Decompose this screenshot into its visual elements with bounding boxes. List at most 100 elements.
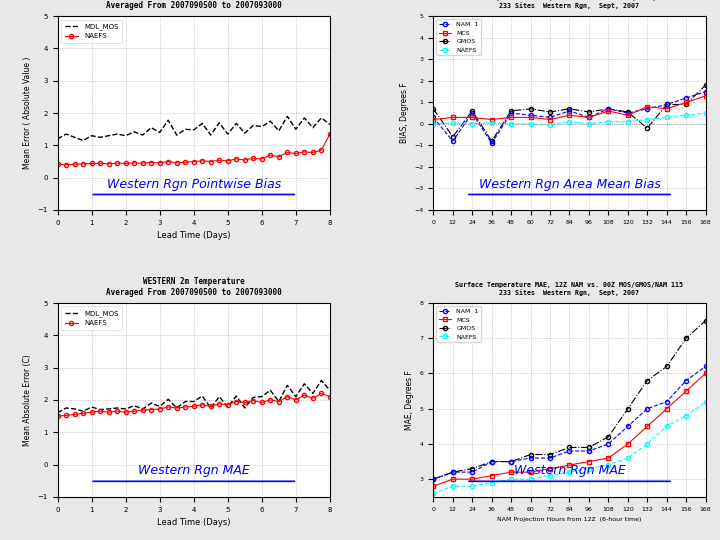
GMOS bbox=[643, 377, 652, 384]
MDL_MOS bbox=[258, 394, 266, 400]
NAM bbox=[449, 469, 457, 475]
NAEFS bbox=[130, 408, 138, 414]
MDL_MOS bbox=[104, 132, 113, 139]
NAEFS bbox=[232, 156, 240, 162]
NAEFS bbox=[468, 483, 477, 489]
MDL_MOS bbox=[274, 127, 283, 134]
NAEFS bbox=[181, 159, 189, 165]
MDL_MOS bbox=[249, 122, 258, 129]
Legend: NAM  1, MCS, GMOS, NAEFS: NAM 1, MCS, GMOS, NAEFS bbox=[436, 306, 481, 342]
GMOS bbox=[701, 318, 710, 324]
GMOS bbox=[429, 476, 438, 482]
MDL_MOS bbox=[122, 132, 130, 139]
MDL_MOS bbox=[164, 117, 173, 124]
NAEFS bbox=[156, 406, 164, 412]
GMOS bbox=[682, 101, 690, 107]
MDL_MOS bbox=[147, 124, 156, 131]
MDL_MOS bbox=[258, 124, 266, 130]
Title: WESTERN 2m Temperature
Averaged From 2007090500 to 2007093000: WESTERN 2m Temperature Averaged From 200… bbox=[106, 277, 282, 296]
Title: WESTERN 2m Temperature
Averaged From 2007090500 to 2007093000: WESTERN 2m Temperature Averaged From 200… bbox=[106, 0, 282, 10]
MDL_MOS bbox=[96, 134, 104, 140]
MDL_MOS bbox=[292, 126, 300, 132]
NAEFS bbox=[546, 472, 554, 479]
MDL_MOS bbox=[215, 394, 224, 400]
MCS bbox=[604, 455, 613, 461]
GMOS bbox=[643, 125, 652, 131]
NAEFS bbox=[624, 455, 632, 461]
NAEFS bbox=[172, 405, 181, 411]
GMOS bbox=[565, 444, 574, 451]
NAEFS bbox=[138, 160, 147, 166]
Y-axis label: MAE, Degrees F: MAE, Degrees F bbox=[405, 370, 414, 430]
GMOS bbox=[429, 105, 438, 112]
NAEFS bbox=[104, 160, 113, 167]
GMOS bbox=[468, 465, 477, 472]
NAEFS bbox=[71, 411, 79, 417]
MDL_MOS bbox=[300, 381, 309, 387]
MDL_MOS bbox=[283, 382, 292, 389]
NAEFS bbox=[526, 120, 535, 127]
NAM bbox=[468, 110, 477, 116]
MDL_MOS bbox=[71, 406, 79, 412]
NAEFS bbox=[565, 118, 574, 125]
MDL_MOS bbox=[223, 404, 232, 410]
MCS bbox=[487, 116, 496, 123]
NAEFS bbox=[223, 158, 232, 164]
NAM bbox=[682, 95, 690, 102]
NAEFS bbox=[266, 152, 274, 158]
NAEFS bbox=[526, 476, 535, 482]
NAM bbox=[429, 476, 438, 482]
MDL_MOS bbox=[96, 407, 104, 413]
Y-axis label: BIAS, Degrees F: BIAS, Degrees F bbox=[400, 83, 409, 144]
NAEFS bbox=[546, 122, 554, 128]
NAM bbox=[468, 469, 477, 475]
MCS bbox=[526, 469, 535, 475]
NAM bbox=[546, 455, 554, 461]
MCS bbox=[662, 105, 671, 112]
Title: Surface Temperature MAE, 12Z NAM vs. 00Z MOS/GMOS/NAM 115
233 Sites  Western Rgn: Surface Temperature MAE, 12Z NAM vs. 00Z… bbox=[456, 281, 683, 296]
MCS bbox=[449, 114, 457, 120]
GMOS bbox=[507, 107, 516, 114]
NAEFS bbox=[258, 399, 266, 406]
NAEFS bbox=[274, 399, 283, 405]
MDL_MOS bbox=[266, 387, 274, 394]
NAEFS bbox=[62, 412, 71, 418]
NAEFS bbox=[189, 158, 198, 165]
MDL_MOS bbox=[62, 131, 71, 137]
MDL_MOS bbox=[232, 120, 240, 127]
MDL_MOS bbox=[181, 126, 189, 132]
MDL_MOS bbox=[207, 132, 215, 138]
MCS bbox=[468, 114, 477, 120]
NAM bbox=[643, 105, 652, 112]
MCS bbox=[526, 114, 535, 120]
MDL_MOS bbox=[309, 124, 318, 131]
MDL_MOS bbox=[223, 131, 232, 137]
MDL_MOS bbox=[198, 120, 207, 127]
MCS bbox=[662, 406, 671, 412]
MDL_MOS bbox=[147, 400, 156, 407]
MCS bbox=[429, 116, 438, 123]
MDL_MOS bbox=[113, 131, 122, 137]
NAEFS bbox=[682, 413, 690, 419]
MDL_MOS bbox=[249, 394, 258, 401]
NAEFS bbox=[87, 409, 96, 415]
MCS bbox=[507, 114, 516, 120]
NAEFS bbox=[122, 409, 130, 415]
MDL_MOS bbox=[122, 406, 130, 412]
NAM bbox=[565, 107, 574, 114]
GMOS bbox=[682, 335, 690, 341]
GMOS bbox=[662, 101, 671, 107]
NAEFS bbox=[96, 408, 104, 414]
MDL_MOS bbox=[71, 134, 79, 140]
MCS bbox=[585, 114, 593, 120]
GMOS bbox=[546, 109, 554, 115]
Line: NAEFS: NAEFS bbox=[55, 132, 332, 167]
Text: Western Rgn Area Mean Bias: Western Rgn Area Mean Bias bbox=[479, 178, 660, 191]
MCS bbox=[643, 103, 652, 110]
NAM bbox=[682, 377, 690, 384]
NAEFS bbox=[249, 155, 258, 161]
MDL_MOS bbox=[78, 408, 87, 414]
NAM bbox=[624, 423, 632, 430]
NAEFS bbox=[325, 131, 334, 137]
GMOS bbox=[526, 105, 535, 112]
